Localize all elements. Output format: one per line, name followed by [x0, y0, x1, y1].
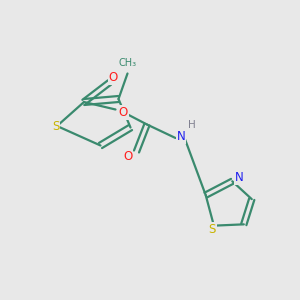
Text: N: N [176, 130, 185, 143]
Text: N: N [235, 171, 243, 184]
Text: CH₃: CH₃ [118, 58, 136, 68]
Text: O: O [118, 106, 127, 119]
Text: H: H [188, 120, 196, 130]
Text: S: S [209, 223, 216, 236]
Text: S: S [52, 119, 59, 133]
Text: O: O [123, 149, 132, 163]
Text: O: O [109, 70, 118, 84]
